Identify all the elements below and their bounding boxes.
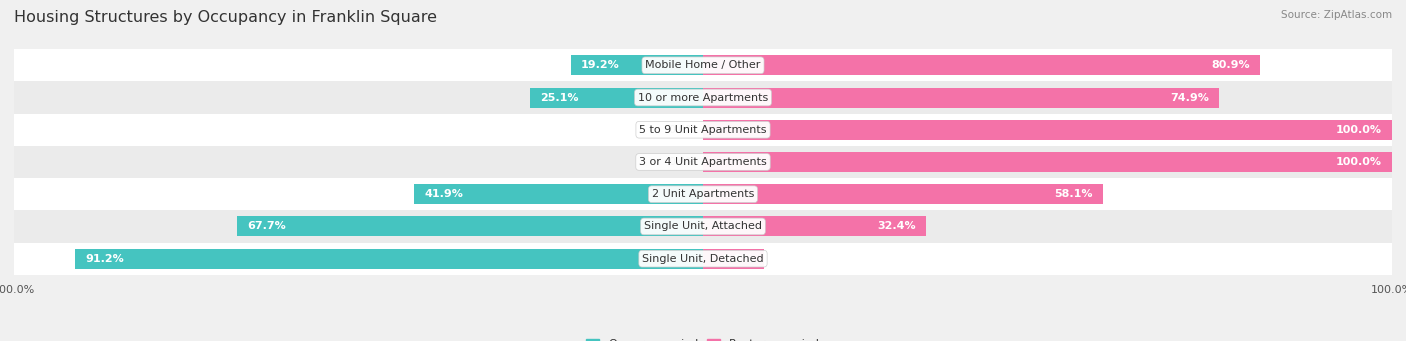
Bar: [703, 152, 1392, 172]
Legend: Owner-occupied, Renter-occupied: Owner-occupied, Renter-occupied: [586, 339, 820, 341]
Text: Housing Structures by Occupancy in Franklin Square: Housing Structures by Occupancy in Frank…: [14, 10, 437, 25]
Bar: [14, 81, 1392, 114]
Text: 2 Unit Apartments: 2 Unit Apartments: [652, 189, 754, 199]
Text: 10 or more Apartments: 10 or more Apartments: [638, 92, 768, 103]
Bar: [75, 249, 703, 269]
Bar: [14, 210, 1392, 242]
Text: 8.8%: 8.8%: [723, 254, 754, 264]
Bar: [571, 55, 703, 75]
Bar: [14, 49, 1392, 81]
Bar: [703, 217, 927, 236]
Text: 3 or 4 Unit Apartments: 3 or 4 Unit Apartments: [640, 157, 766, 167]
Text: Single Unit, Attached: Single Unit, Attached: [644, 221, 762, 232]
Text: 80.9%: 80.9%: [1212, 60, 1250, 70]
Text: 67.7%: 67.7%: [247, 221, 285, 232]
Text: Single Unit, Detached: Single Unit, Detached: [643, 254, 763, 264]
Text: Source: ZipAtlas.com: Source: ZipAtlas.com: [1281, 10, 1392, 20]
Text: 0.0%: 0.0%: [668, 125, 696, 135]
Text: 25.1%: 25.1%: [540, 92, 579, 103]
Bar: [415, 184, 703, 204]
Text: 41.9%: 41.9%: [425, 189, 464, 199]
Bar: [530, 88, 703, 107]
Text: 100.0%: 100.0%: [1336, 125, 1382, 135]
Text: 0.0%: 0.0%: [668, 157, 696, 167]
Bar: [703, 55, 1260, 75]
Bar: [703, 249, 763, 269]
Bar: [703, 184, 1104, 204]
Text: 19.2%: 19.2%: [581, 60, 620, 70]
Text: Mobile Home / Other: Mobile Home / Other: [645, 60, 761, 70]
Bar: [703, 88, 1219, 107]
Bar: [14, 114, 1392, 146]
Text: 74.9%: 74.9%: [1170, 92, 1209, 103]
Text: 100.0%: 100.0%: [1336, 157, 1382, 167]
Text: 91.2%: 91.2%: [84, 254, 124, 264]
Bar: [236, 217, 703, 236]
Bar: [14, 242, 1392, 275]
Bar: [14, 146, 1392, 178]
Bar: [14, 178, 1392, 210]
Text: 58.1%: 58.1%: [1054, 189, 1092, 199]
Bar: [703, 120, 1392, 140]
Text: 5 to 9 Unit Apartments: 5 to 9 Unit Apartments: [640, 125, 766, 135]
Text: 32.4%: 32.4%: [877, 221, 915, 232]
